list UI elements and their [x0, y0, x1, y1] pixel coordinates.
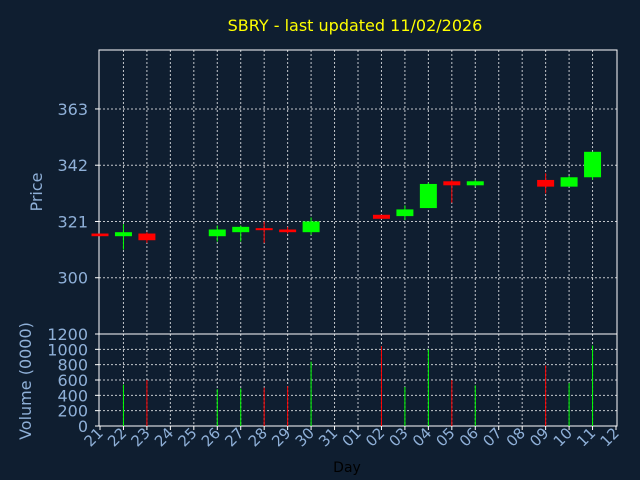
volume-bars: [122, 345, 594, 426]
x-tick-label: 04: [409, 424, 435, 450]
volume-tick-label: 1200: [47, 325, 88, 344]
price-tick-label: 363: [57, 100, 88, 119]
candle-body: [443, 181, 461, 186]
x-tick-label: 01: [339, 424, 365, 450]
x-tick-label: 09: [526, 424, 552, 450]
candle-body: [114, 232, 132, 237]
volume-tick-label: 0: [78, 417, 88, 436]
x-tick-label: 05: [432, 424, 458, 450]
x-tick-label: 22: [104, 424, 130, 450]
x-tick-label: 26: [198, 424, 224, 450]
x-tick-label: 24: [151, 424, 177, 450]
x-tick-label: 06: [456, 424, 482, 450]
x-tick-label: 03: [386, 424, 412, 450]
candle-body: [279, 229, 297, 233]
candle-body: [232, 226, 250, 233]
x-tick-label: 25: [174, 424, 200, 450]
volume-tick-label: 800: [57, 356, 88, 375]
volume-axis-label: Volume (0000): [16, 322, 35, 440]
x-ticks: 2122232425262728293031010203040506070809…: [81, 424, 623, 450]
candle-body: [138, 233, 156, 241]
x-tick-label: 02: [362, 424, 388, 450]
volume-tick-label: 200: [57, 402, 88, 421]
volume-tick-label: 600: [57, 371, 88, 390]
x-tick-label: 08: [503, 424, 529, 450]
x-tick-label: 31: [315, 424, 341, 450]
candle-body: [372, 214, 390, 219]
candle-body: [208, 229, 226, 237]
x-tick-label: 11: [573, 424, 599, 450]
x-tick-label: 30: [292, 424, 318, 450]
x-tick-label: 28: [245, 424, 271, 450]
candle-body: [91, 233, 109, 237]
price-tick-label: 300: [57, 269, 88, 288]
x-tick-label: 23: [128, 424, 154, 450]
price-tick-label: 321: [57, 212, 88, 231]
chart-title: SBRY - last updated 11/02/2026: [228, 16, 483, 35]
candle-body: [537, 179, 555, 187]
price-ticks: 300 321 342 363: [57, 100, 99, 288]
candle-body: [560, 177, 578, 187]
x-tick-label: 10: [550, 424, 576, 450]
x-tick-label: 07: [479, 424, 505, 450]
candle-body: [584, 151, 602, 178]
x-tick-label: 27: [221, 424, 247, 450]
x-tick-label: 29: [268, 424, 294, 450]
x-axis-label: Day: [333, 460, 361, 476]
volume-tick-label: 400: [57, 386, 88, 405]
volume-tick-label: 1000: [47, 340, 88, 359]
candles: [91, 151, 602, 250]
x-tick-label: 12: [597, 424, 623, 450]
candle-body: [419, 183, 437, 209]
price-axis-label: Price: [27, 172, 46, 211]
candle-body: [466, 181, 484, 186]
candle-body: [255, 228, 273, 231]
candle-body: [396, 209, 414, 217]
candle-body: [302, 221, 320, 233]
price-tick-label: 342: [57, 156, 88, 175]
